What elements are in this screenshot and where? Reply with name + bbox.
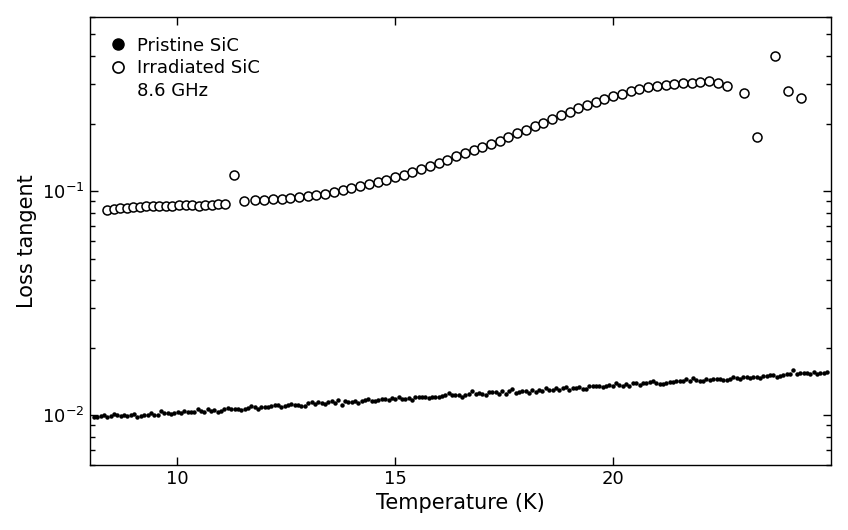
Irradiated SiC [582, 102, 592, 108]
Irradiated SiC [102, 207, 112, 214]
Irradiated SiC [451, 153, 461, 160]
Irradiated SiC [795, 95, 806, 101]
Pristine SiC [306, 399, 316, 405]
Pristine SiC [711, 376, 722, 382]
Y-axis label: Loss tangent: Loss tangent [17, 174, 36, 308]
Pristine SiC [89, 413, 99, 420]
Pristine SiC [92, 414, 103, 420]
Pristine SiC [735, 376, 745, 383]
X-axis label: Temperature (K): Temperature (K) [377, 493, 544, 514]
Pristine SiC [748, 374, 758, 380]
Pristine SiC [822, 369, 832, 376]
Irradiated SiC [769, 53, 779, 59]
Legend: Pristine SiC, Irradiated SiC, 8.6 GHz: Pristine SiC, Irradiated SiC, 8.6 GHz [98, 25, 271, 110]
Pristine SiC [484, 388, 494, 395]
Pristine SiC [789, 367, 799, 373]
Irradiated SiC [695, 78, 706, 85]
Line: Pristine SiC: Pristine SiC [92, 369, 828, 419]
Irradiated SiC [669, 81, 679, 87]
Irradiated SiC [634, 86, 644, 92]
Irradiated SiC [504, 134, 514, 140]
Line: Irradiated SiC: Irradiated SiC [103, 51, 806, 215]
Pristine SiC [293, 402, 304, 408]
